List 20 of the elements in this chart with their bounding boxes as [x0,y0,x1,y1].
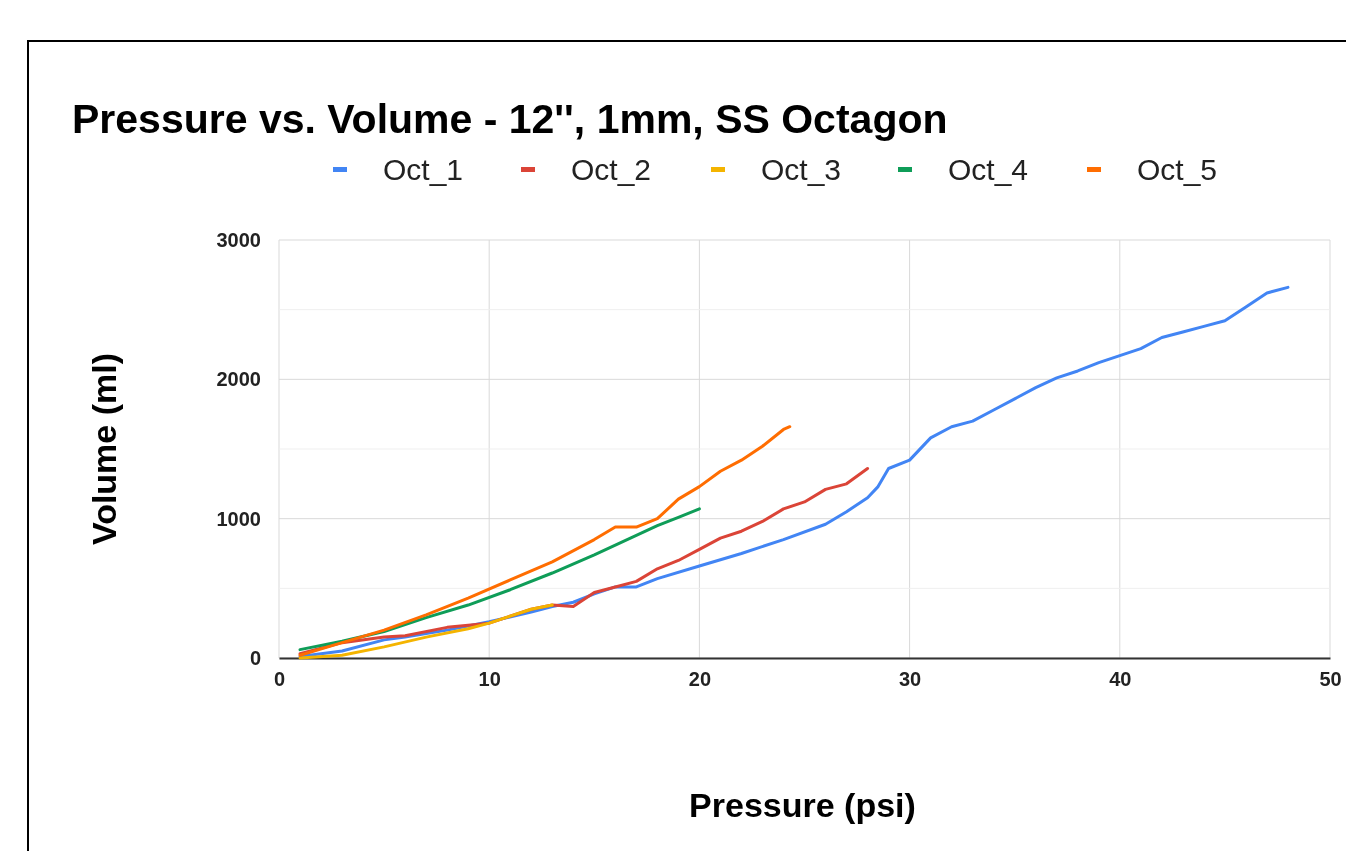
y-tick-label: 1000 [216,507,261,530]
x-tick-label: 30 [898,668,922,691]
y-axis-title: Volume (ml) [85,352,123,546]
x-tick-label: 10 [478,668,501,691]
x-tick-label: 20 [688,668,712,691]
y-tick-label: 2000 [216,368,261,391]
line-series [298,603,554,660]
y-tick-label: 3000 [216,228,261,251]
y-tick-label: 0 [249,646,261,669]
legend-label: Oct_4 [948,153,1029,186]
legend-label: Oct_2 [571,153,652,186]
x-tick-label: 0 [273,668,286,691]
legend-label: Oct_1 [383,153,464,186]
legend-label: Oct_5 [1137,153,1218,186]
line-series [298,425,792,657]
x-tick-label: 40 [1109,668,1132,691]
x-axis-title: Pressure (psi) [689,786,916,824]
x-tick-label: 50 [1319,668,1342,691]
chart-title: Pressure vs. Volume - 12'', 1mm, SS Octagon [72,96,948,142]
legend-label: Oct_3 [761,153,842,186]
